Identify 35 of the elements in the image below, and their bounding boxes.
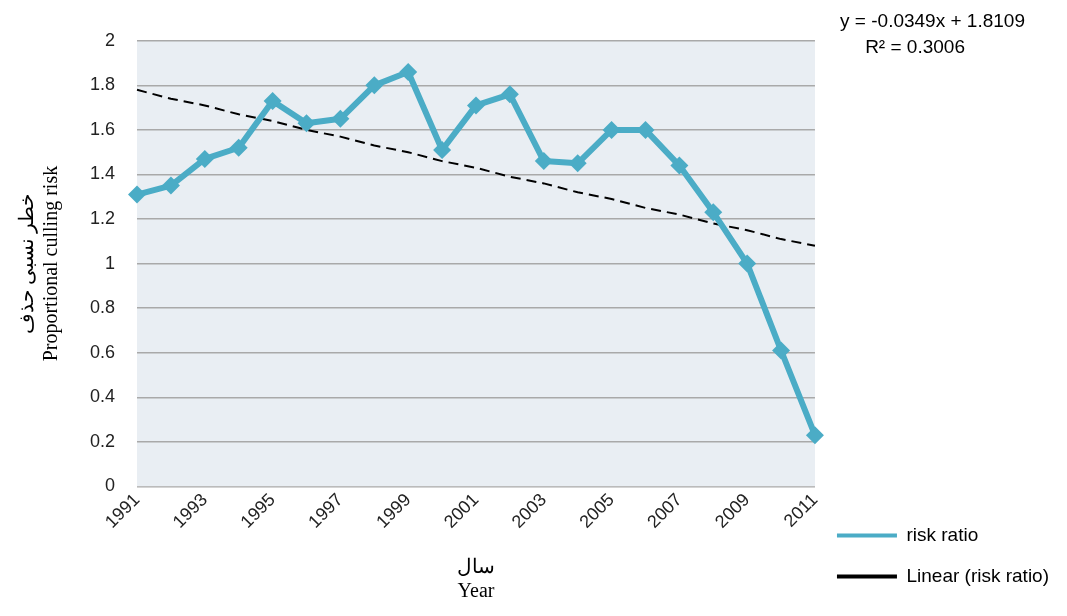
point [229, 138, 248, 157]
point [195, 149, 214, 168]
point [772, 341, 791, 360]
y-tick-label: 0.2 [89, 430, 116, 451]
line-series [136, 88, 816, 247]
y-tick-label: 1 [105, 252, 116, 273]
point [297, 114, 316, 133]
legend-label: Linear (risk ratio) [906, 564, 1050, 586]
y-tick-label: 1.6 [89, 118, 116, 139]
legend-label: risk ratio [906, 523, 979, 545]
text: y = -0.0349x + 1.8109 [840, 9, 1025, 31]
point [568, 154, 587, 173]
y-tick-label: 0.4 [89, 386, 116, 407]
point [500, 85, 519, 104]
y-tick-label: 1.2 [89, 208, 116, 229]
point [466, 96, 485, 115]
y-tick-label: 0.8 [89, 297, 116, 318]
point [670, 156, 689, 175]
point [704, 203, 723, 222]
text: R² = 0.3006 [865, 35, 965, 57]
point [365, 76, 384, 95]
point [433, 140, 452, 159]
point [331, 109, 350, 128]
point [399, 62, 418, 81]
y-tick-label: 0.6 [89, 341, 116, 362]
point [161, 176, 180, 195]
y-tick-label: 1.4 [89, 163, 116, 184]
y-tick-label: 1.8 [89, 74, 116, 95]
point [738, 254, 757, 273]
point [263, 91, 282, 110]
point [128, 185, 147, 204]
point [805, 426, 824, 445]
point [534, 152, 553, 171]
y-tick-label: 0 [105, 475, 116, 496]
y-tick-label: 2 [105, 29, 116, 50]
